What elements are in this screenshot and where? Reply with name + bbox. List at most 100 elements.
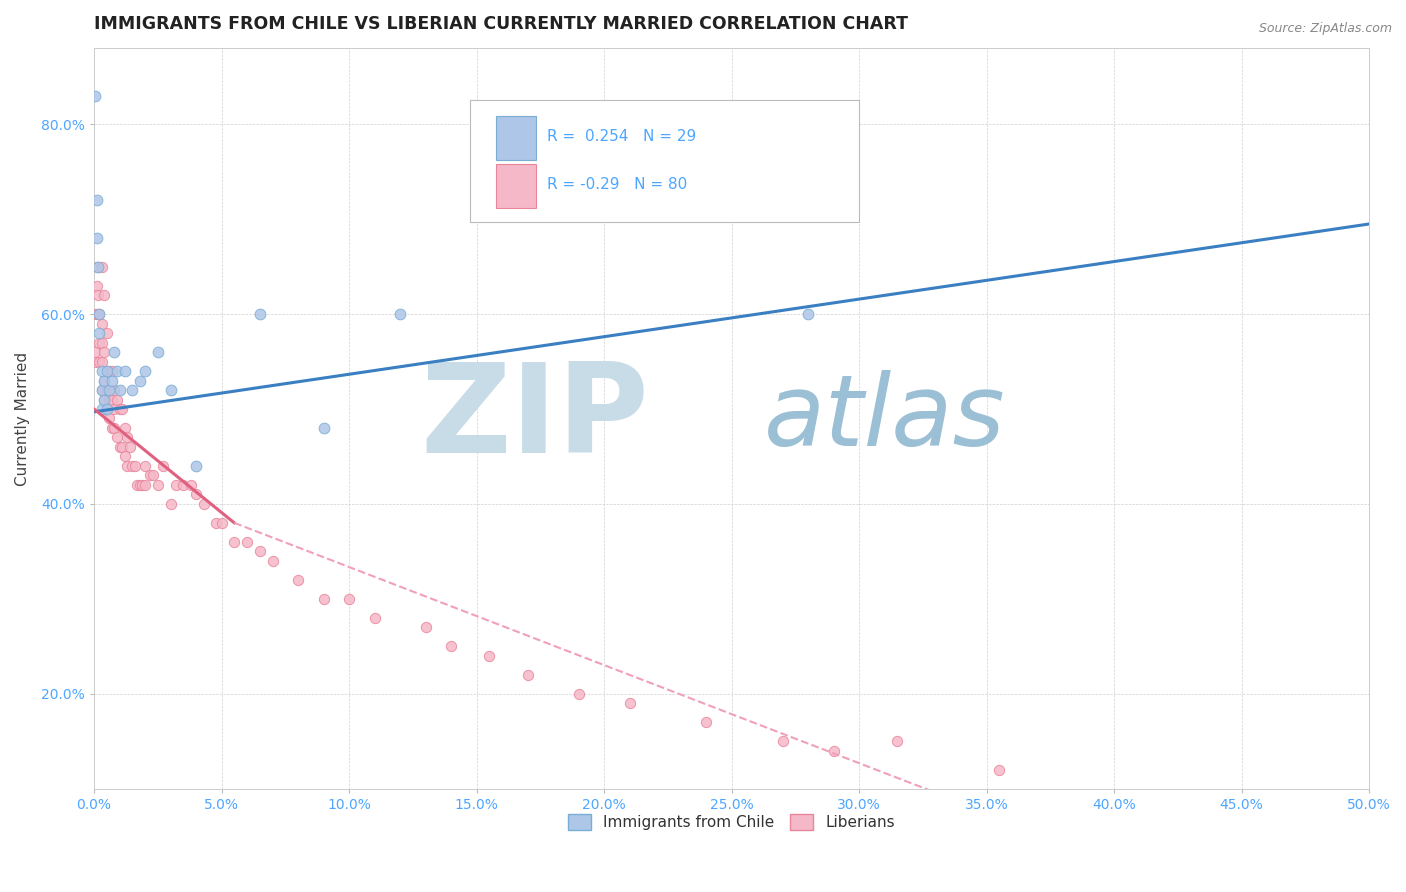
Point xyxy=(118,440,141,454)
Text: IMMIGRANTS FROM CHILE VS LIBERIAN CURRENTLY MARRIED CORRELATION CHART: IMMIGRANTS FROM CHILE VS LIBERIAN CURREN… xyxy=(94,15,908,33)
Point xyxy=(312,591,335,606)
Point xyxy=(93,392,115,407)
Point xyxy=(114,421,136,435)
Point xyxy=(389,307,412,321)
Point xyxy=(114,364,136,378)
Point xyxy=(249,307,271,321)
Point xyxy=(105,392,128,407)
Point xyxy=(337,591,360,606)
Point xyxy=(83,345,105,359)
Point xyxy=(93,374,115,388)
Point xyxy=(90,317,112,331)
Text: Source: ZipAtlas.com: Source: ZipAtlas.com xyxy=(1258,22,1392,36)
Point xyxy=(101,421,124,435)
Point xyxy=(98,383,121,397)
FancyBboxPatch shape xyxy=(470,100,859,222)
Point xyxy=(165,478,187,492)
Point xyxy=(363,611,385,625)
Point xyxy=(90,383,112,397)
Point xyxy=(134,364,156,378)
Point xyxy=(90,364,112,378)
Point xyxy=(121,458,143,473)
Y-axis label: Currently Married: Currently Married xyxy=(15,351,30,485)
Point xyxy=(87,260,110,274)
Point xyxy=(90,354,112,368)
Point xyxy=(103,402,125,417)
Point xyxy=(567,687,589,701)
Point xyxy=(86,278,108,293)
Text: ZIP: ZIP xyxy=(420,358,648,479)
Point xyxy=(236,534,259,549)
Point xyxy=(211,516,233,530)
Point xyxy=(224,534,246,549)
Point xyxy=(146,478,169,492)
Point xyxy=(96,383,118,397)
Point xyxy=(93,374,115,388)
Point xyxy=(159,383,181,397)
Point xyxy=(105,430,128,444)
Point xyxy=(115,430,138,444)
Point xyxy=(619,696,641,710)
Point xyxy=(516,667,538,681)
Point xyxy=(134,458,156,473)
Point xyxy=(114,450,136,464)
Point xyxy=(115,458,138,473)
Point xyxy=(172,478,194,492)
Point xyxy=(111,440,134,454)
Point xyxy=(84,307,107,321)
Point xyxy=(184,487,207,501)
Point xyxy=(103,383,125,397)
FancyBboxPatch shape xyxy=(496,164,537,208)
Point xyxy=(101,392,124,407)
Point xyxy=(103,421,125,435)
Point xyxy=(86,194,108,208)
Point xyxy=(205,516,228,530)
Point xyxy=(134,478,156,492)
Point xyxy=(129,374,152,388)
Point xyxy=(193,497,215,511)
Point xyxy=(108,383,131,397)
Point xyxy=(127,478,149,492)
Point xyxy=(86,260,108,274)
Point xyxy=(86,307,108,321)
Point xyxy=(96,402,118,417)
Point xyxy=(87,288,110,302)
Point xyxy=(108,402,131,417)
Point xyxy=(84,354,107,368)
Point xyxy=(86,231,108,245)
Point xyxy=(87,326,110,340)
Point xyxy=(108,440,131,454)
Point xyxy=(90,335,112,350)
Point xyxy=(101,374,124,388)
Point xyxy=(415,620,437,634)
Point xyxy=(312,421,335,435)
Point xyxy=(797,307,820,321)
Point xyxy=(131,478,153,492)
Point xyxy=(98,411,121,425)
Point xyxy=(84,88,107,103)
Point xyxy=(180,478,202,492)
Point xyxy=(823,743,845,757)
Point xyxy=(87,307,110,321)
Point xyxy=(96,402,118,417)
Point xyxy=(96,326,118,340)
Point xyxy=(184,458,207,473)
Point xyxy=(93,345,115,359)
Point xyxy=(142,468,165,483)
Point xyxy=(90,383,112,397)
Text: atlas: atlas xyxy=(763,370,1005,467)
Point xyxy=(146,345,169,359)
Point xyxy=(90,402,112,417)
Point xyxy=(87,307,110,321)
Point xyxy=(249,544,271,558)
Text: R =  0.254   N = 29: R = 0.254 N = 29 xyxy=(547,128,696,144)
Point xyxy=(98,392,121,407)
Legend: Immigrants from Chile, Liberians: Immigrants from Chile, Liberians xyxy=(562,808,901,837)
Point xyxy=(440,639,463,653)
Point xyxy=(105,364,128,378)
Text: R = -0.29   N = 80: R = -0.29 N = 80 xyxy=(547,177,688,192)
Point xyxy=(111,402,134,417)
Point xyxy=(93,392,115,407)
Point xyxy=(90,260,112,274)
Point xyxy=(96,364,118,378)
